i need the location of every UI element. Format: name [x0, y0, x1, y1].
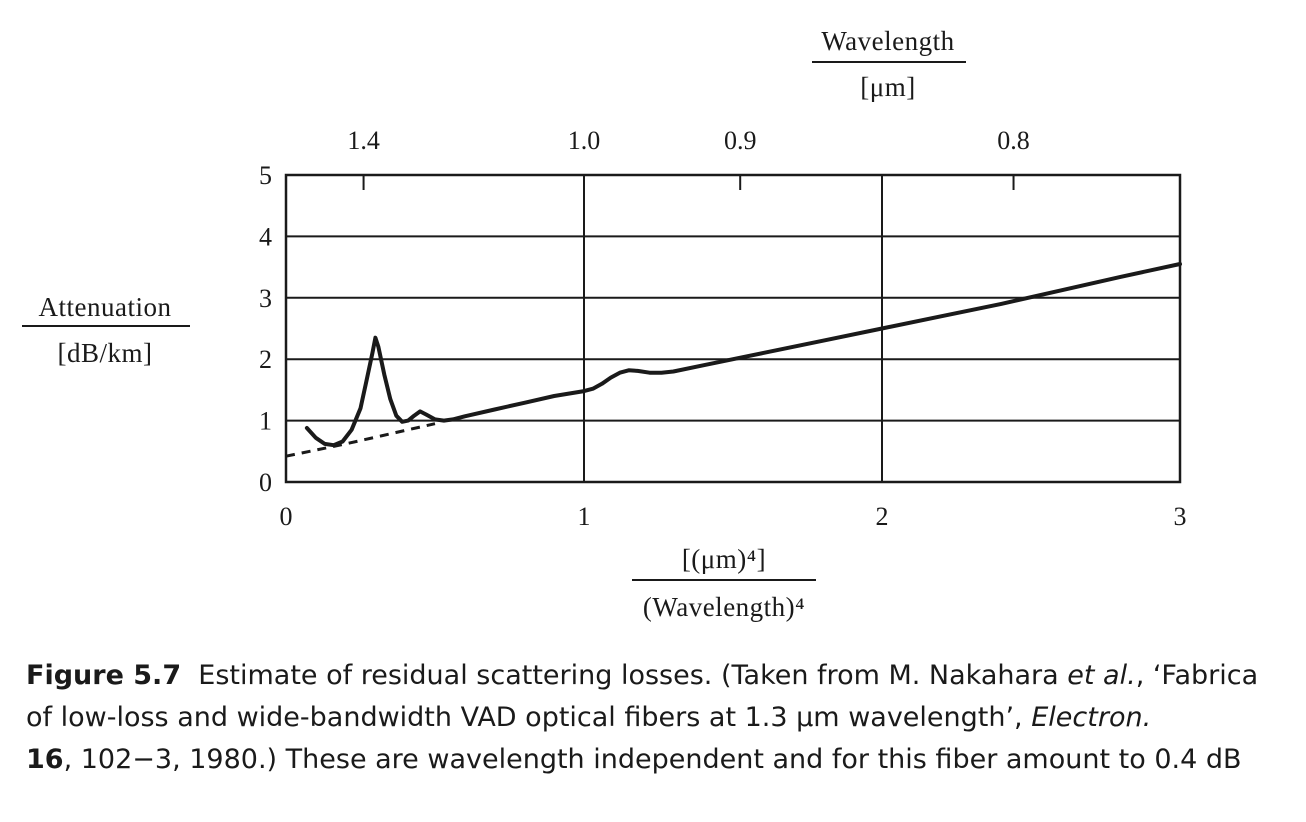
top-tick-label: 1.4 [347, 126, 380, 155]
caption-journal: Electron. [1031, 702, 1152, 733]
caption-volume: 16 [26, 744, 64, 775]
x-axis-label-numerator: [(μm)⁴] [682, 544, 766, 574]
caption-line-2: of low-loss and wide-bandwidth VAD optic… [26, 697, 1306, 739]
y-tick-label: 1 [259, 407, 272, 436]
caption-line-1-quote: , ‘Fabrica [1135, 660, 1259, 691]
y-tick-label: 2 [259, 345, 272, 374]
figure-caption: Figure 5.7 Estimate of residual scatteri… [26, 655, 1306, 781]
y-tick-label: 3 [259, 284, 272, 313]
caption-line-3-text: , 102−3, 1980.) These are wavelength ind… [63, 744, 1242, 775]
top-tick-label: 1.0 [568, 126, 601, 155]
series-line-solid [304, 262, 1182, 448]
series [285, 262, 1182, 458]
caption-line-3: 16, 102−3, 1980.) These are wavelength i… [26, 739, 1306, 781]
figure-label: Figure 5.7 [26, 660, 182, 691]
plot-border [284, 173, 1182, 484]
y-tick-label: 0 [259, 468, 272, 497]
plot-frame [284, 173, 1182, 484]
y-tick-label: 5 [259, 161, 272, 190]
caption-et-al: et al. [1067, 660, 1136, 691]
caption-line-2-text: of low-loss and wide-bandwidth VAD optic… [26, 702, 1032, 733]
y-tick-label: 4 [259, 222, 272, 251]
y-axis-label-numerator: Attenuation [39, 292, 172, 322]
x-axis-label-denominator: (Wavelength)⁴ [643, 592, 805, 622]
x-tick-label: 2 [876, 502, 889, 531]
chart: 0 1 2 3 4 5 0 1 2 3 1.4 1.0 0.9 0.8 Wavelength [μm]… [22, 26, 1187, 622]
caption-line-1-text: Estimate of residual scattering losses. … [198, 660, 1068, 691]
x-tick-label: 0 [280, 502, 293, 531]
top-tick-label: 0.9 [724, 126, 757, 155]
grid [286, 175, 1180, 482]
y-axis: 0 1 2 3 4 5 [259, 161, 272, 497]
top-wavelength-axis: 1.4 1.0 0.9 0.8 [347, 126, 1030, 190]
top-axis-label-denominator: [μm] [860, 72, 915, 102]
x-axis: 0 1 2 3 [280, 502, 1187, 531]
y-axis-label-denominator: [dB/km] [58, 338, 153, 368]
x-tick-label: 3 [1174, 502, 1187, 531]
caption-line-1: Figure 5.7 Estimate of residual scatteri… [26, 655, 1306, 697]
top-axis-label-numerator: Wavelength [821, 26, 954, 56]
x-tick-label: 1 [578, 502, 591, 531]
top-tick-label: 0.8 [997, 126, 1030, 155]
